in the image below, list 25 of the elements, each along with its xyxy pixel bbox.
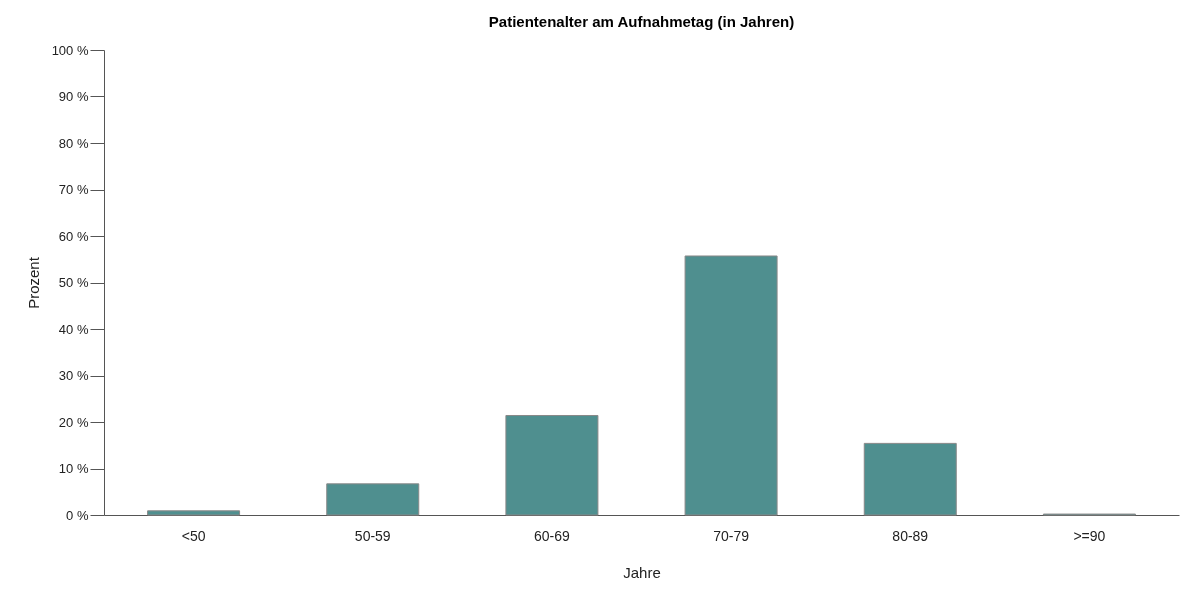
chart-title: Patientenalter am Aufnahmetag (in Jahren) xyxy=(488,13,795,30)
y-tick-label: 10 % xyxy=(58,461,89,476)
bar xyxy=(326,483,420,516)
x-tick-label: 60-69 xyxy=(534,527,571,544)
y-tick-label: 20 % xyxy=(58,414,89,430)
y-tick-label: 50 % xyxy=(58,275,89,290)
x-tick-label: 80-89 xyxy=(892,527,929,544)
x-tick-label: <50 xyxy=(181,527,206,544)
x-tick-label: >=90 xyxy=(1073,527,1106,544)
x-axis-title: Jahre xyxy=(623,563,661,581)
y-tick-label: 70 % xyxy=(58,182,89,197)
y-tick-label: 100 % xyxy=(51,42,89,58)
bar xyxy=(147,510,241,516)
x-tick-label: 50-59 xyxy=(354,527,391,544)
bar xyxy=(505,414,599,516)
y-tick-label: 60 % xyxy=(58,228,89,244)
y-tick-label: 30 % xyxy=(58,368,89,383)
y-tick-label: 80 % xyxy=(58,135,89,151)
y-axis-title: Prozent xyxy=(24,256,42,309)
y-tick-label: 40 % xyxy=(58,321,89,337)
x-tick-label: 70-79 xyxy=(713,527,750,544)
y-tick-label: 0 % xyxy=(66,507,89,523)
y-tick-label: 90 % xyxy=(58,89,89,104)
bar xyxy=(684,255,778,516)
bar xyxy=(863,442,957,516)
